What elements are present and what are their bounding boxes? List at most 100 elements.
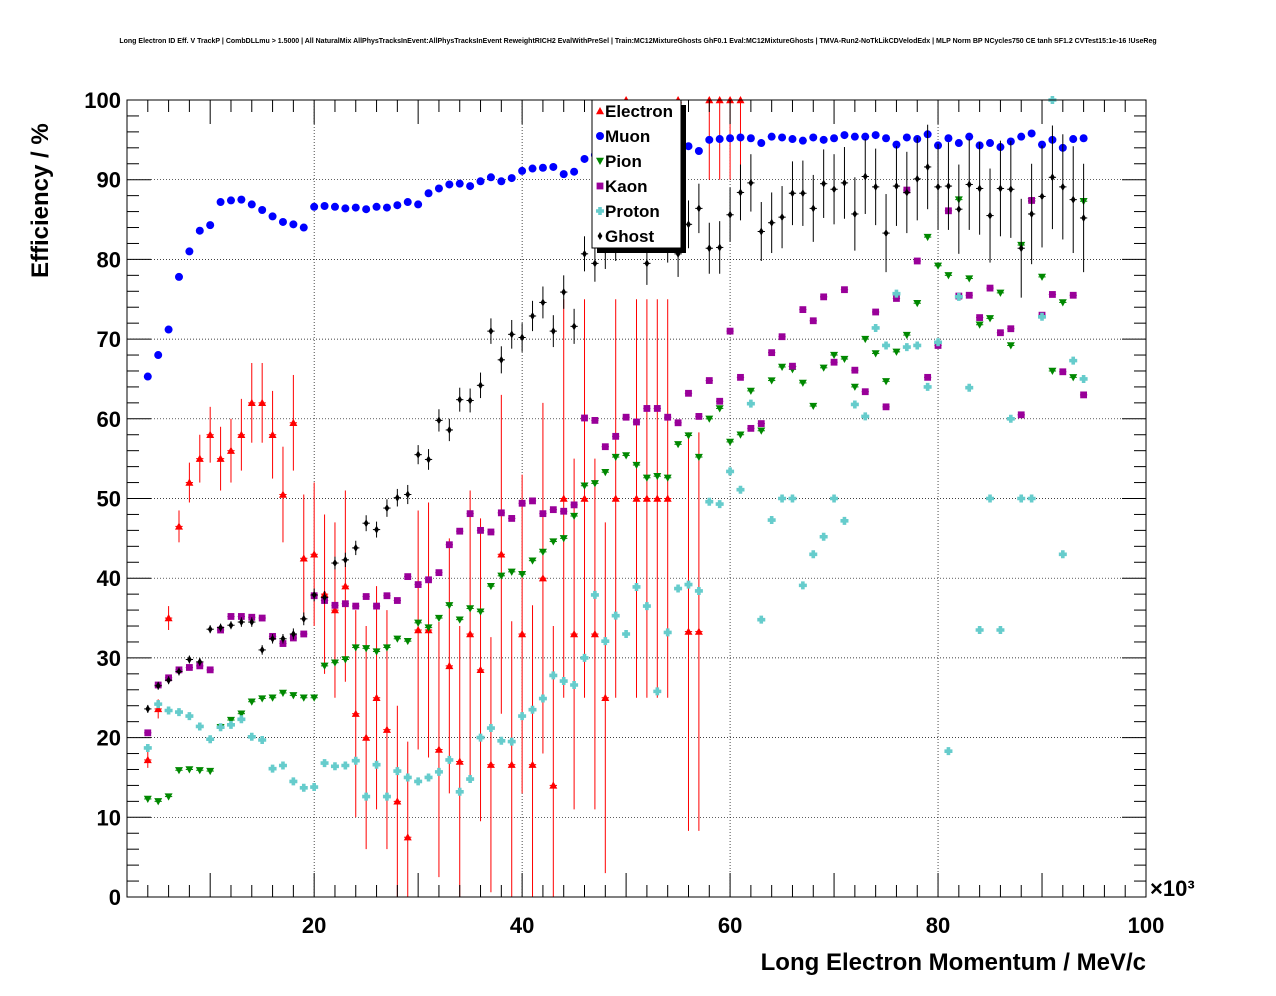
data-point [727, 210, 733, 219]
data-point [1058, 550, 1067, 559]
data-point [538, 163, 547, 172]
data-point [362, 733, 371, 741]
data-point [164, 614, 173, 622]
legend: Electron Muon Pion Kaon Proton Ghost [591, 99, 686, 253]
data-point [904, 188, 910, 197]
data-point [226, 446, 235, 454]
data-point [289, 692, 298, 700]
data-point [143, 795, 152, 803]
data-point [226, 196, 235, 205]
data-point [986, 315, 995, 323]
data-point [850, 400, 859, 409]
data-point [892, 348, 901, 356]
data-point [757, 139, 766, 148]
data-point [590, 590, 599, 599]
data-point [216, 198, 225, 207]
data-point [560, 507, 568, 515]
data-point [923, 382, 932, 391]
data-point [550, 327, 556, 336]
data-point [528, 557, 537, 565]
data-point [278, 490, 287, 498]
data-point [986, 494, 995, 503]
data-point [561, 288, 567, 297]
data-point [166, 676, 171, 685]
data-point [258, 695, 267, 703]
data-point [748, 178, 754, 187]
x-axis-label: Long Electron Momentum / MeV/c [761, 949, 1146, 976]
data-point [696, 204, 702, 213]
data-point [352, 602, 360, 610]
data-point [809, 317, 817, 325]
data-point [1049, 291, 1056, 298]
data-point [497, 550, 506, 558]
series-layer [143, 96, 1088, 897]
data-point [830, 494, 839, 503]
data-point [830, 134, 839, 143]
data-point [403, 773, 412, 782]
data-point [1069, 374, 1078, 382]
data-point [1027, 129, 1036, 138]
data-point [206, 221, 215, 230]
data-point [663, 474, 672, 482]
data-point [674, 419, 682, 427]
data-point [1069, 356, 1078, 365]
data-point [301, 614, 307, 623]
data-point [373, 602, 380, 610]
data-point [299, 783, 308, 792]
legend-marker-proton [596, 207, 604, 215]
data-point [351, 709, 360, 717]
data-point [830, 351, 839, 360]
data-point [299, 223, 308, 232]
data-point [247, 732, 256, 741]
data-point [686, 220, 691, 229]
data-point [247, 398, 256, 407]
data-point [767, 132, 776, 141]
data-point [580, 494, 589, 502]
data-point [1050, 173, 1055, 182]
data-point [549, 671, 558, 680]
data-point [372, 693, 381, 701]
data-point [559, 535, 568, 543]
data-point [778, 333, 786, 341]
chart-title: Long Electron ID Eff. V TrackP | CombDLL… [119, 38, 1156, 45]
data-point [1038, 140, 1047, 149]
data-point [363, 519, 369, 528]
data-point [478, 381, 483, 390]
data-point [206, 666, 214, 674]
data-point [164, 793, 173, 801]
data-point [768, 349, 776, 357]
data-point [622, 452, 631, 460]
data-point [1017, 132, 1026, 141]
data-point [394, 493, 400, 502]
series-pion [143, 196, 1088, 806]
y-tick-label: 40 [97, 566, 121, 591]
data-point [799, 306, 807, 314]
data-point [268, 694, 277, 702]
data-point [726, 327, 734, 335]
data-point [674, 441, 683, 449]
data-point [1018, 244, 1024, 253]
data-point [549, 506, 557, 514]
data-point [311, 590, 317, 599]
data-point [570, 501, 578, 509]
data-point [694, 453, 703, 462]
data-point [1038, 273, 1047, 281]
data-point [237, 613, 245, 620]
data-point [819, 364, 828, 372]
data-point [1079, 134, 1088, 143]
data-point [789, 362, 796, 370]
data-point [320, 759, 329, 768]
data-point [424, 189, 433, 198]
data-point [653, 687, 662, 696]
data-point [185, 664, 193, 671]
data-point [643, 405, 651, 412]
data-point [426, 455, 431, 464]
data-point [372, 202, 381, 211]
data-point [174, 272, 183, 281]
data-point [476, 177, 485, 186]
data-point [965, 383, 974, 392]
data-point [965, 132, 974, 141]
data-point [445, 602, 454, 610]
data-point [466, 629, 475, 638]
x-tick-label: 80 [926, 913, 950, 938]
